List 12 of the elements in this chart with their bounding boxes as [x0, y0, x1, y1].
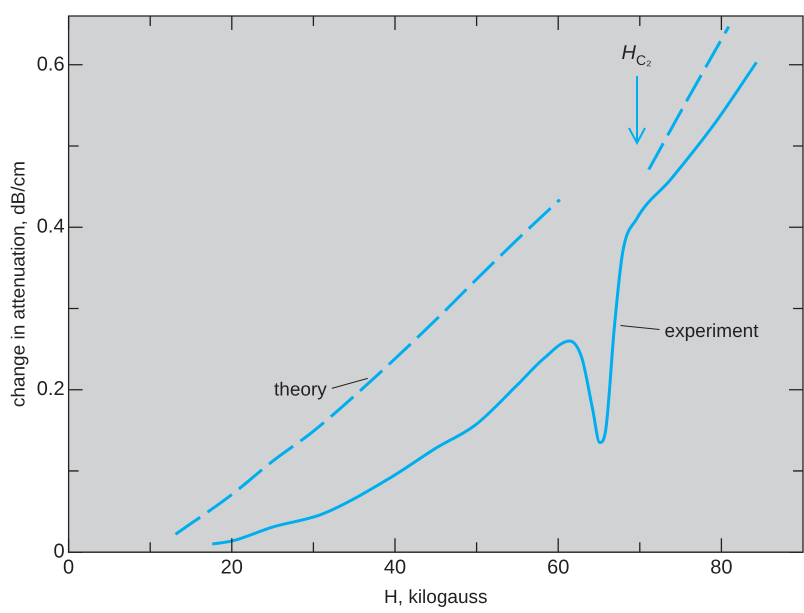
x-tick-label: 80: [710, 556, 733, 579]
x-tick-label: 60: [547, 556, 570, 579]
x-tick-label: 40: [384, 556, 406, 579]
y-axis-title: change in attenuation, dB/cm: [8, 161, 30, 408]
y-tick-label: 0.2: [36, 378, 65, 400]
y-tick-label: 0: [53, 540, 65, 563]
y-tick-label: 0.6: [36, 53, 65, 76]
x-tick-label: 20: [220, 556, 243, 579]
text: experiment: [664, 320, 760, 342]
x-axis-title: H, kilogauss: [384, 586, 488, 608]
series-label: theory: [274, 380, 328, 401]
y-tick-label: 0.4: [36, 216, 65, 238]
